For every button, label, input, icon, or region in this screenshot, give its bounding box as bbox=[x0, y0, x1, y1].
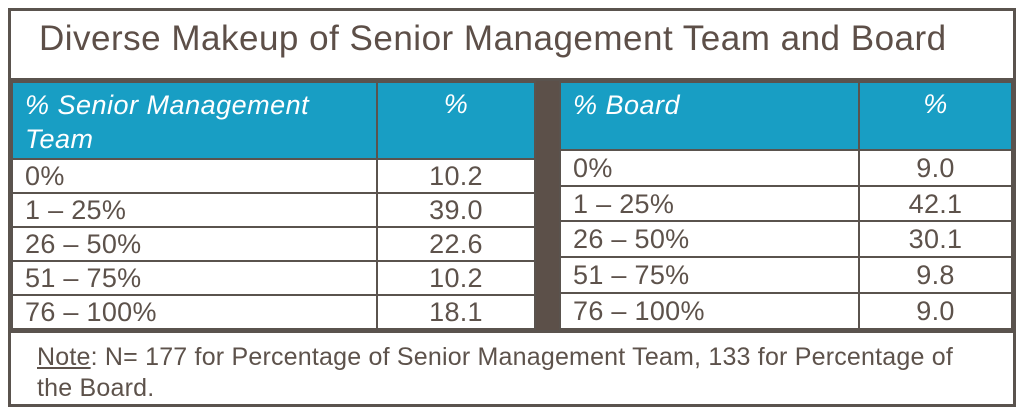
range-label: 0% bbox=[11, 157, 378, 194]
range-label: 0% bbox=[559, 149, 860, 187]
figure-title: Diverse Makeup of Senior Management Team… bbox=[39, 19, 947, 58]
table-row: 51 – 75% 9.8 bbox=[559, 256, 1013, 294]
note-label: Note bbox=[37, 342, 91, 371]
table-header-row: % Senior Management Team % bbox=[11, 81, 536, 160]
range-value: 9.0 bbox=[858, 149, 1013, 187]
range-label: 26 – 50% bbox=[11, 225, 378, 262]
range-label: 76 – 100% bbox=[11, 293, 378, 330]
range-label: 76 – 100% bbox=[559, 291, 860, 330]
range-value: 30.1 bbox=[858, 220, 1013, 259]
range-value: 10.2 bbox=[376, 259, 536, 296]
board-header-label: % Board bbox=[573, 90, 681, 120]
table-row: 1 – 25% 42.1 bbox=[559, 184, 1013, 223]
senior-management-table: % Senior Management Team % 0% 10.2 1 – 2… bbox=[11, 81, 536, 330]
table-row: 1 – 25% 39.0 bbox=[11, 191, 536, 228]
range-label: 26 – 50% bbox=[559, 220, 860, 259]
table-row: 76 – 100% 9.0 bbox=[559, 291, 1013, 330]
senior-management-pct-header-cell: % bbox=[376, 81, 536, 160]
range-label: 1 – 25% bbox=[559, 184, 860, 223]
senior-management-header-label: % Senior Management Team bbox=[25, 90, 310, 154]
range-value: 9.0 bbox=[858, 291, 1013, 330]
table-row: 51 – 75% 10.2 bbox=[11, 259, 536, 296]
tables-region: % Senior Management Team % 0% 10.2 1 – 2… bbox=[11, 78, 1013, 333]
range-label: 1 – 25% bbox=[11, 191, 378, 228]
table-header-row: % Board % bbox=[559, 81, 1013, 151]
range-value: 42.1 bbox=[858, 184, 1013, 223]
note-text: : N= 177 for Percentage of Senior Manage… bbox=[37, 342, 953, 402]
table-row: 26 – 50% 30.1 bbox=[559, 220, 1013, 259]
table-row: 0% 9.0 bbox=[559, 149, 1013, 187]
note: Note: N= 177 for Percentage of Senior Ma… bbox=[11, 333, 1013, 405]
senior-management-header-cell: % Senior Management Team bbox=[11, 81, 378, 160]
table-divider bbox=[536, 81, 559, 330]
table-row: 0% 10.2 bbox=[11, 157, 536, 194]
table-row: 76 – 100% 18.1 bbox=[11, 293, 536, 330]
board-header-cell: % Board bbox=[559, 81, 860, 151]
figure-frame: Diverse Makeup of Senior Management Team… bbox=[8, 8, 1016, 407]
range-value: 10.2 bbox=[376, 157, 536, 194]
table-row: 26 – 50% 22.6 bbox=[11, 225, 536, 262]
board-pct-header-cell: % bbox=[858, 81, 1013, 151]
board-table: % Board % 0% 9.0 1 – 25% 42.1 26 – 50% 3… bbox=[559, 81, 1013, 330]
range-value: 22.6 bbox=[376, 225, 536, 262]
range-value: 18.1 bbox=[376, 293, 536, 330]
range-label: 51 – 75% bbox=[559, 256, 860, 294]
range-value: 39.0 bbox=[376, 191, 536, 228]
range-value: 9.8 bbox=[858, 256, 1013, 294]
range-label: 51 – 75% bbox=[11, 259, 378, 296]
